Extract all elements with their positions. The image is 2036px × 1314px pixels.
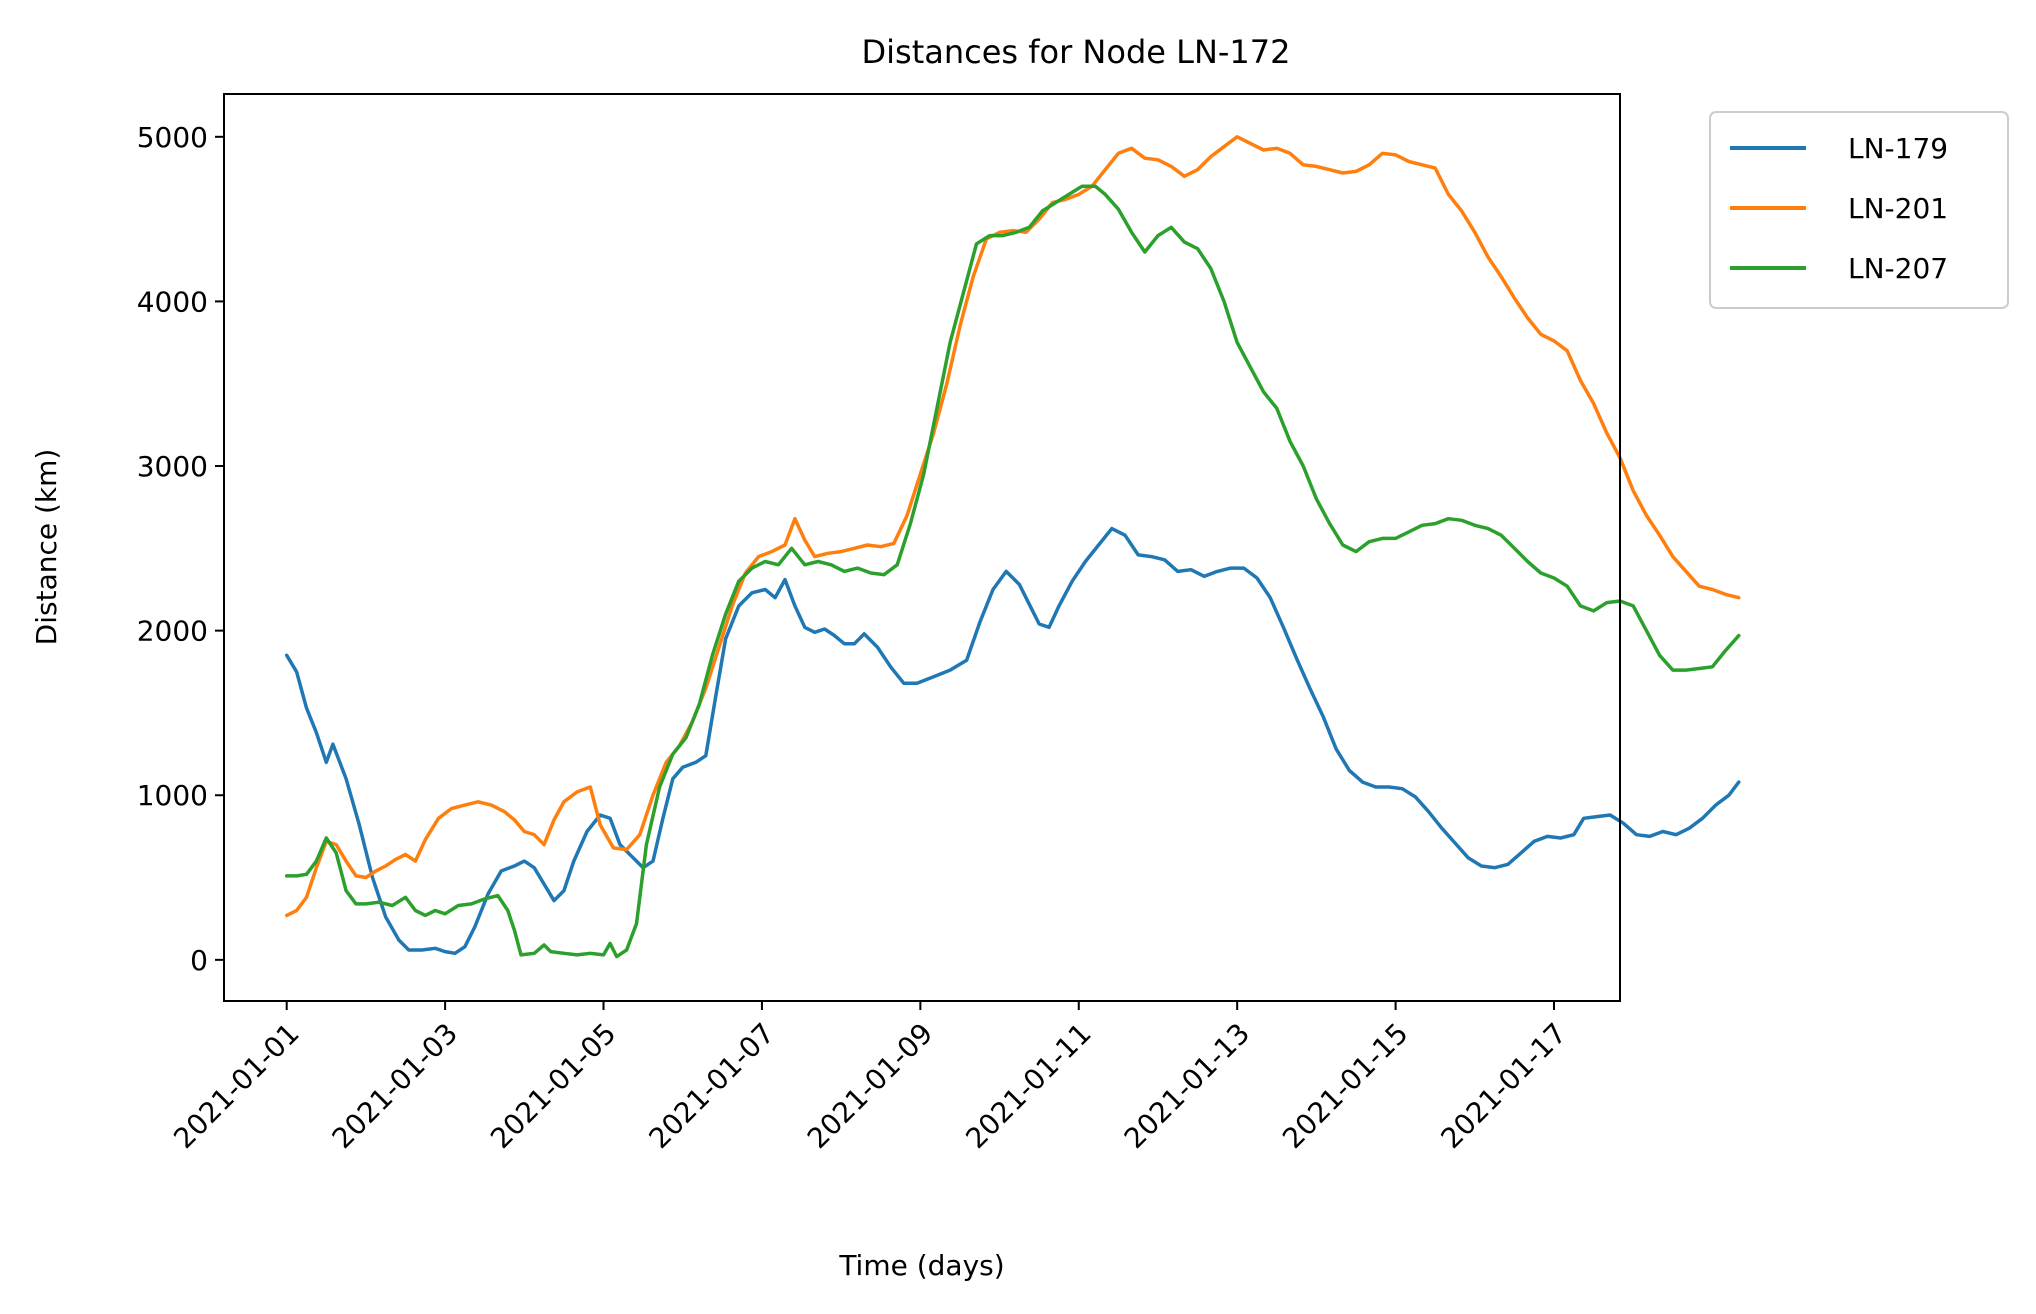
series-line-ln-179 — [284, 526, 1741, 956]
y-tick-label: 0 — [190, 944, 208, 977]
y-axis-label: Distance (km) — [30, 449, 63, 646]
legend-label: LN-201 — [1848, 192, 1948, 225]
legend-label: LN-207 — [1848, 252, 1948, 285]
series-line-ln-207 — [284, 184, 1741, 959]
y-tick-label: 4000 — [137, 285, 208, 318]
chart-title: Distances for Node LN-172 — [861, 33, 1290, 71]
plot-frame — [223, 93, 1621, 1002]
legend-frame — [1709, 111, 2009, 309]
legend: LN-179 LN-201 LN-207 — [1709, 111, 2009, 309]
y-tick-label: 1000 — [137, 779, 208, 812]
series-line-ln-201 — [284, 135, 1741, 918]
y-axis: 0 1000 2000 3000 4000 5000 — [137, 121, 224, 977]
y-tick-label: 3000 — [137, 450, 208, 483]
series-layer — [284, 135, 1741, 959]
legend-label: LN-179 — [1848, 132, 1948, 165]
x-axis-label: Time (days) — [838, 1249, 1004, 1282]
y-tick-label: 2000 — [137, 615, 208, 648]
legend-entries: LN-179 LN-201 LN-207 — [1730, 132, 1948, 285]
y-tick-label: 5000 — [137, 121, 208, 154]
